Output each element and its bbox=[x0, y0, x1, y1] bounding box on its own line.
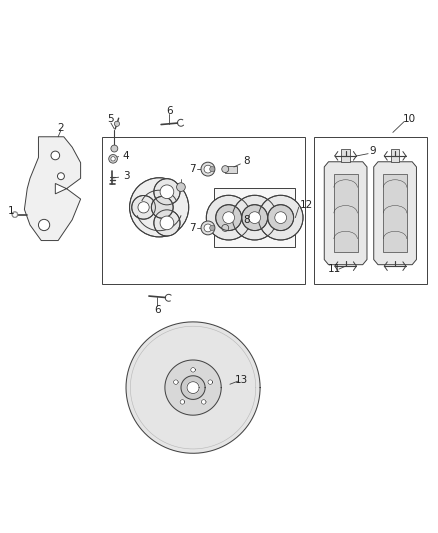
Bar bbox=[102, 137, 305, 284]
Text: 7: 7 bbox=[190, 164, 196, 174]
Circle shape bbox=[268, 205, 293, 231]
Circle shape bbox=[152, 197, 173, 218]
Circle shape bbox=[111, 145, 118, 152]
Circle shape bbox=[160, 216, 174, 230]
Polygon shape bbox=[181, 376, 205, 399]
Text: 1: 1 bbox=[8, 206, 15, 216]
Bar bbox=[225, 224, 237, 231]
Circle shape bbox=[222, 224, 229, 231]
Circle shape bbox=[201, 221, 215, 235]
Text: 10: 10 bbox=[403, 115, 416, 125]
Circle shape bbox=[258, 195, 303, 240]
Text: 3: 3 bbox=[123, 172, 129, 181]
Circle shape bbox=[242, 205, 268, 231]
Polygon shape bbox=[173, 380, 178, 384]
Text: 7: 7 bbox=[190, 223, 196, 233]
Circle shape bbox=[223, 212, 234, 223]
Circle shape bbox=[13, 213, 17, 216]
Bar bbox=[225, 166, 237, 173]
Text: 9: 9 bbox=[369, 147, 376, 157]
Circle shape bbox=[130, 178, 189, 237]
Polygon shape bbox=[25, 137, 81, 240]
Text: 13: 13 bbox=[235, 375, 248, 384]
Polygon shape bbox=[165, 360, 221, 415]
Circle shape bbox=[39, 220, 49, 231]
Polygon shape bbox=[201, 400, 206, 404]
Circle shape bbox=[210, 225, 215, 230]
Text: 8: 8 bbox=[244, 215, 250, 225]
Circle shape bbox=[177, 183, 185, 191]
Polygon shape bbox=[324, 161, 367, 265]
Circle shape bbox=[206, 195, 251, 240]
Bar bbox=[314, 137, 427, 284]
Bar bbox=[214, 188, 295, 247]
Circle shape bbox=[160, 185, 174, 199]
Polygon shape bbox=[187, 382, 199, 393]
Polygon shape bbox=[208, 380, 212, 384]
Polygon shape bbox=[391, 149, 399, 161]
Circle shape bbox=[222, 166, 229, 173]
Circle shape bbox=[275, 212, 286, 223]
Circle shape bbox=[210, 166, 215, 172]
Circle shape bbox=[109, 155, 117, 163]
Circle shape bbox=[201, 162, 215, 176]
Text: 8: 8 bbox=[244, 156, 250, 166]
Polygon shape bbox=[126, 322, 260, 453]
Polygon shape bbox=[383, 174, 407, 252]
Circle shape bbox=[216, 205, 242, 231]
Polygon shape bbox=[334, 174, 357, 252]
Text: 12: 12 bbox=[300, 200, 313, 209]
Circle shape bbox=[154, 210, 180, 236]
Polygon shape bbox=[180, 400, 185, 404]
Text: 5: 5 bbox=[108, 115, 114, 125]
Text: 6: 6 bbox=[154, 305, 160, 315]
Circle shape bbox=[154, 179, 180, 205]
Circle shape bbox=[12, 212, 18, 217]
Text: 11: 11 bbox=[328, 264, 341, 274]
Circle shape bbox=[249, 212, 261, 223]
Text: 4: 4 bbox=[123, 151, 129, 161]
Polygon shape bbox=[374, 161, 417, 265]
Polygon shape bbox=[191, 368, 195, 372]
Circle shape bbox=[138, 201, 149, 213]
Polygon shape bbox=[341, 149, 350, 161]
Circle shape bbox=[57, 173, 64, 180]
Circle shape bbox=[51, 151, 60, 160]
Text: 2: 2 bbox=[58, 123, 64, 133]
Text: 6: 6 bbox=[166, 106, 173, 116]
Circle shape bbox=[111, 157, 115, 161]
Circle shape bbox=[232, 195, 277, 240]
Circle shape bbox=[132, 196, 155, 219]
Circle shape bbox=[204, 224, 212, 232]
Circle shape bbox=[204, 165, 212, 173]
Circle shape bbox=[114, 121, 120, 126]
